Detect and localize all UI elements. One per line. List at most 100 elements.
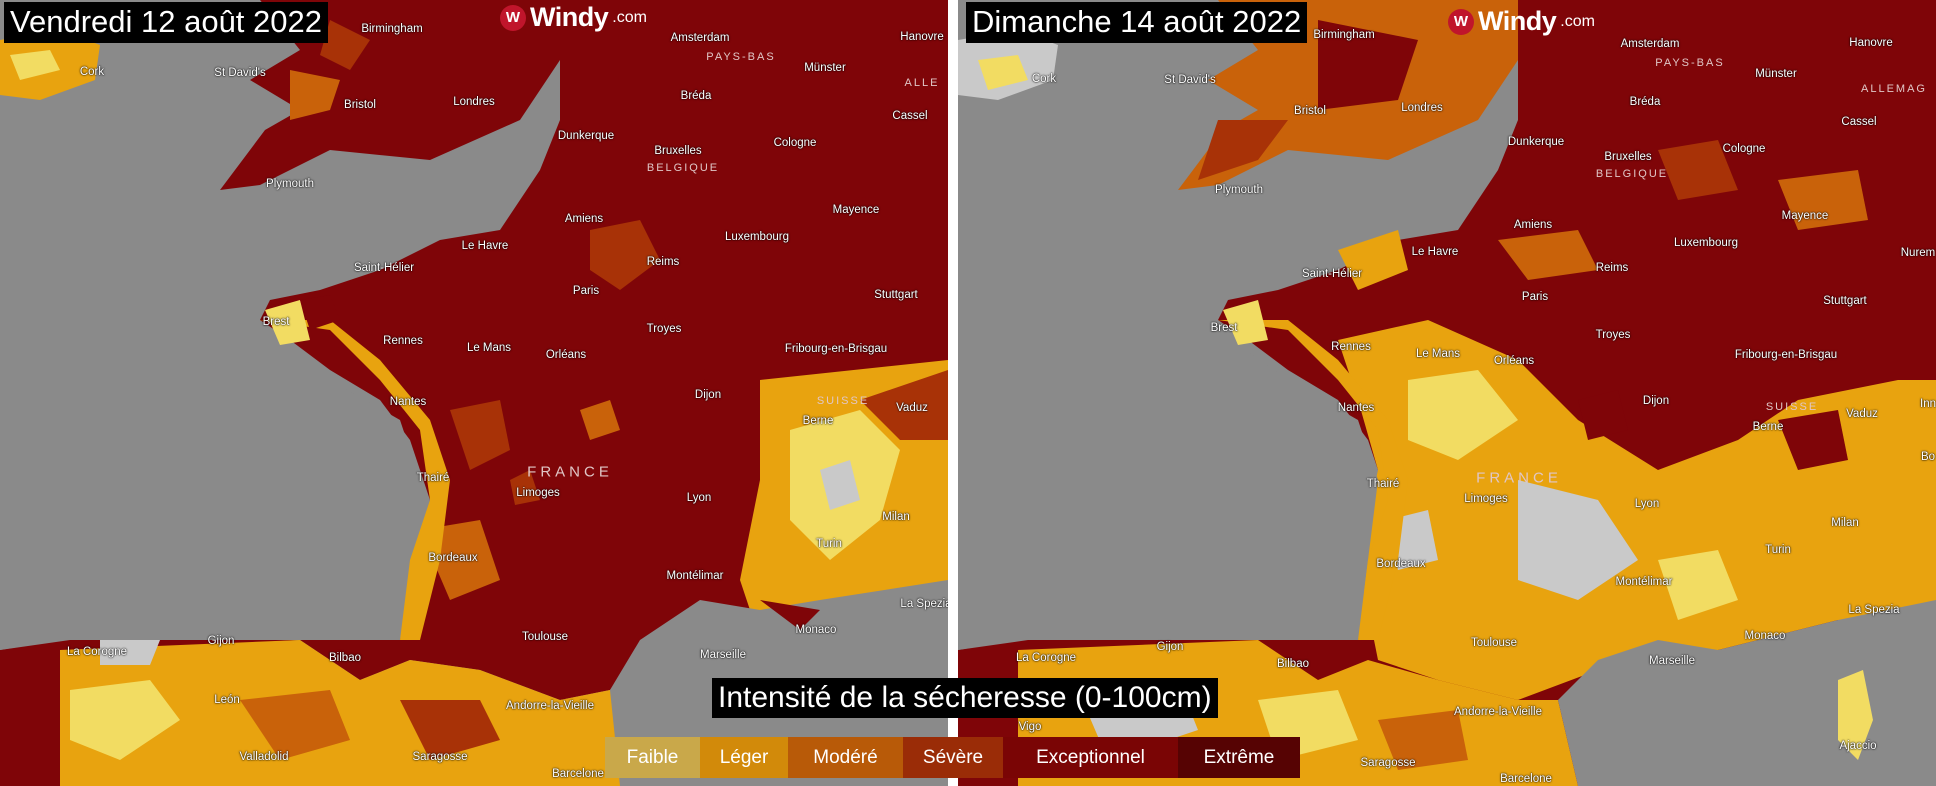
date-title-right: Dimanche 14 août 2022 [966,2,1308,43]
city-label: Monaco [1744,630,1786,642]
city-label: Bréda [680,90,712,102]
city-label: Marseille [699,649,747,661]
city-label: La Spezia [1848,604,1900,616]
city-label: Le Mans [466,342,512,354]
city-label: Birmingham [1313,29,1375,41]
country-label: ALLE [904,77,940,89]
legend-item-modere: Modéré [788,737,903,778]
city-label: Dunkerque [557,130,615,142]
city-label: Vigo [1018,721,1042,733]
city-label: Toulouse [521,631,569,643]
map-panel-right: Dimanche 14 août 2022 W Windy .com Cork … [958,0,1936,786]
city-label: Reims [1595,262,1629,274]
city-label: Cassel [1841,116,1877,128]
city-label: Amsterdam [670,32,730,44]
city-label: Inn [1920,398,1936,410]
city-label: Rennes [383,335,423,347]
city-label: Hanovre [900,31,944,43]
city-label: Nantes [389,396,427,408]
city-label: Bristol [1294,105,1326,117]
city-label: Nurem [1900,247,1936,259]
windy-logo-icon: W [1448,8,1474,35]
city-label: Barcelone [552,768,604,780]
city-label: Andorre-la-Vieille [1454,706,1542,718]
drought-map-right [958,0,1936,786]
windy-logo-left: W Windy .com [500,2,647,33]
legend-item-leger: Léger [700,737,788,778]
country-label: BELGIQUE [646,162,720,174]
city-label: La Spezia [900,598,948,610]
city-label: Cork [1031,73,1057,85]
city-label: Dijon [694,389,722,401]
city-label: Montélimar [666,570,724,582]
city-label: Cologne [1722,143,1766,155]
city-label: Bo [1920,451,1936,463]
city-label: Le Havre [1411,246,1459,258]
city-label: Bruxelles [654,145,702,157]
country-label: FRANCE [1476,469,1562,487]
city-label: Fribourg-en-Brisgau [1734,349,1838,361]
city-label: Saint-Hélier [1301,268,1363,280]
city-label: Paris [572,285,600,297]
city-label: St David's [1164,74,1216,86]
city-label: Amsterdam [1620,38,1680,50]
city-label: Brest [262,316,290,328]
city-label: Münster [1755,68,1797,80]
city-label: Cork [79,66,105,78]
city-label: Marseille [1648,655,1696,667]
city-label: Lyon [686,492,712,504]
country-label: FRANCE [527,463,613,481]
country-label: SUISSE [1765,401,1819,413]
city-label: Birmingham [361,23,423,35]
city-label: Mayence [1781,210,1829,222]
city-label: Berne [1752,421,1784,433]
city-label: Toulouse [1470,637,1518,649]
city-label: Londres [1401,102,1443,114]
city-label: Lyon [1634,498,1660,510]
city-label: Vaduz [896,402,928,414]
city-label: Nantes [1337,402,1375,414]
city-label: Reims [646,256,680,268]
city-label: Bilbao [1277,658,1309,670]
city-label: Cologne [773,137,817,149]
city-label: Berne [802,415,834,427]
city-label: Vaduz [1846,408,1878,420]
city-label: La Corogne [1015,652,1077,664]
country-label: PAYS-BAS [1655,57,1725,69]
drought-map-left [0,0,948,786]
city-label: Dunkerque [1507,136,1565,148]
legend-item-extreme: Extrême [1178,737,1300,778]
country-label: PAYS-BAS [706,51,776,63]
legend-item-faible: Faible [605,737,700,778]
city-label: Turin [816,538,842,550]
city-label: Bréda [1629,96,1661,108]
city-label: Rennes [1331,341,1371,353]
city-label: Dijon [1642,395,1670,407]
legend-item-exceptionnel: Exceptionnel [1003,737,1178,778]
legend-title: Intensité de la sécheresse (0-100cm) [712,678,1218,718]
city-label: Valladolid [239,751,289,763]
city-label: León [214,694,240,706]
city-label: Bilbao [329,652,361,664]
city-label: Monaco [795,624,837,636]
city-label: Milan [882,511,910,523]
city-label: Bordeaux [1376,558,1426,570]
city-label: Amiens [564,213,604,225]
city-label: Le Mans [1415,348,1461,360]
city-label: Münster [804,62,846,74]
city-label: Saragosse [1360,757,1416,769]
date-title-left: Vendredi 12 août 2022 [4,2,328,43]
city-label: Plymouth [1215,184,1263,196]
city-label: Limoges [516,487,560,499]
legend-item-severe: Sévère [903,737,1003,778]
windy-logo-right: W Windy .com [1448,6,1595,37]
city-label: Troyes [646,323,682,335]
city-label: Gijon [207,635,235,647]
city-label: Stuttgart [874,289,918,301]
city-label: Hanovre [1849,37,1893,49]
city-label: Gijon [1156,641,1184,653]
windy-logo-suffix: .com [1560,12,1595,30]
city-label: Paris [1521,291,1549,303]
city-label: Stuttgart [1823,295,1867,307]
windy-logo-suffix: .com [612,8,647,26]
